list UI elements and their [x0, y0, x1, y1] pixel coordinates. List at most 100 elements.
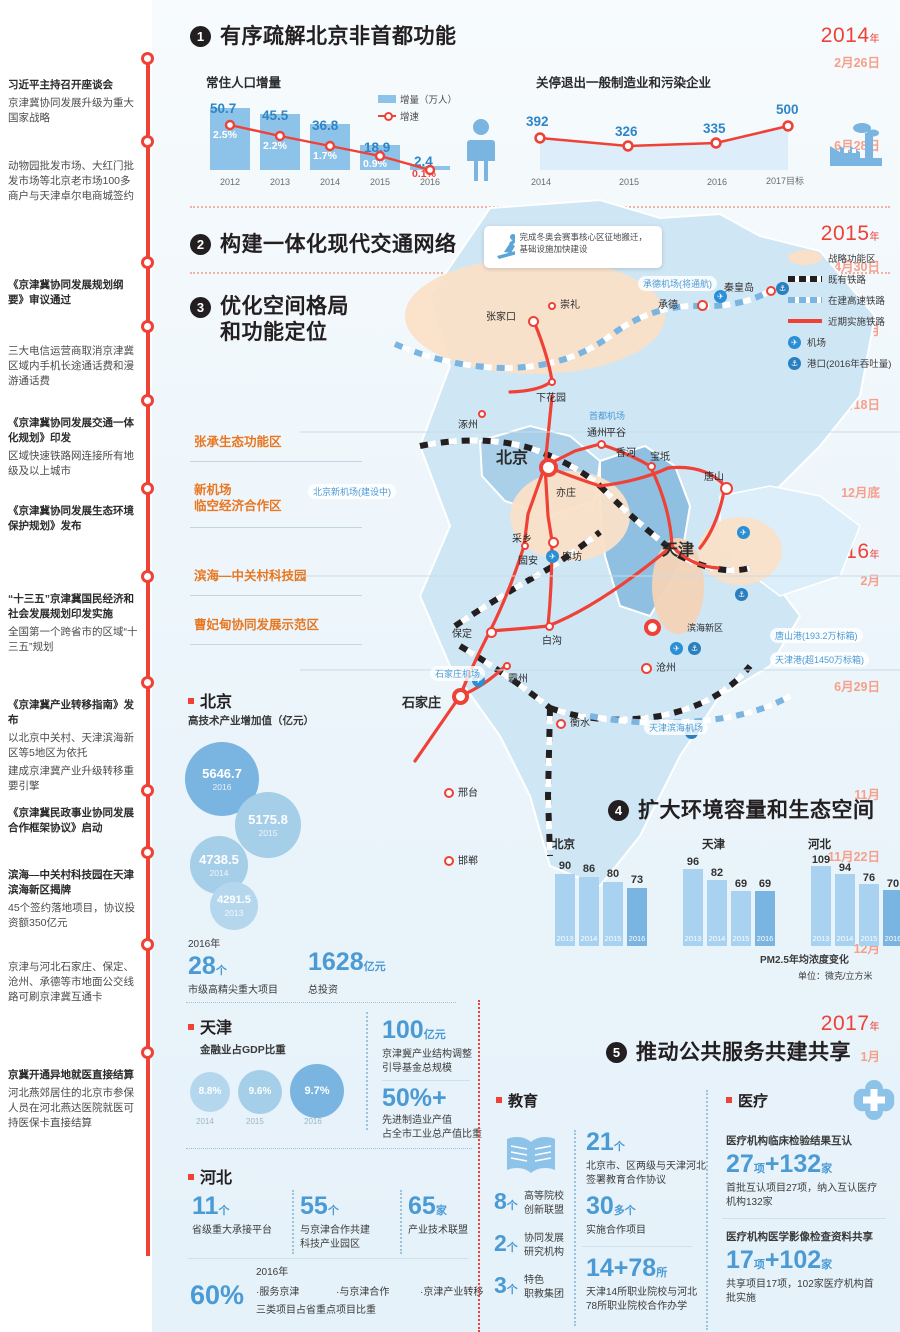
timeline-dot-6[interactable] — [141, 570, 154, 583]
map-node-bagou[interactable] — [545, 622, 554, 631]
timeline-dot-2[interactable] — [141, 256, 154, 269]
map-pill-tianjin-binhai-airport: 天津滨海机场 — [644, 720, 709, 735]
map-label-zhuozhou: 涿州 — [458, 420, 478, 431]
bar-value-label: 45.5 — [262, 108, 289, 123]
hebei-stat0-number: 11个 — [192, 1192, 230, 1220]
map-label-qinhuangdao: 秦皇岛 — [724, 283, 754, 294]
timeline-dot-9[interactable] — [141, 846, 154, 859]
timeline-dot-0[interactable] — [141, 52, 154, 65]
map-node-shijiazhuang[interactable] — [452, 688, 469, 705]
timeline-event-line: 全国第一个跨省市的区域“十三五”规划 — [8, 625, 138, 653]
map-label-beijing: 北京 — [496, 450, 529, 467]
bubble-tianjin-2014[interactable]: 8.8% — [190, 1072, 230, 1112]
map-label-tianjin: 天津 — [662, 542, 695, 559]
growth-rate-line — [224, 119, 436, 176]
anchor-icon[interactable]: ⚓ — [735, 588, 748, 601]
map-node-hengshui[interactable] — [556, 719, 566, 729]
medical-cross-icon — [853, 1080, 895, 1120]
map-node-langfang[interactable] — [548, 537, 559, 548]
timeline-year-2017: 2017年 — [820, 1012, 880, 1035]
open-book-icon — [507, 1137, 555, 1173]
map-node-xiahuayuan[interactable] — [548, 378, 556, 386]
timeline-dot-7[interactable] — [141, 676, 154, 689]
airplane-icon[interactable]: ✈ — [714, 290, 727, 303]
timeline-event-title: 《京津冀产业转移指南》发布 — [8, 699, 134, 726]
anchor-icon[interactable]: ⚓ — [688, 642, 701, 655]
legend-label: 既有铁路 — [828, 275, 867, 286]
timeline-event-line: 建成京津冀产业升级转移重要引擎 — [8, 764, 134, 792]
map-node-tianjin[interactable] — [644, 619, 661, 636]
map-node-chengde[interactable] — [697, 300, 708, 311]
bubble-tianjin-2016-year: 2016 — [304, 1117, 322, 1126]
anchor-icon[interactable]: ⚓ — [776, 282, 789, 295]
x-tick: 2013 — [269, 177, 291, 187]
tianjin-separator — [186, 1148, 472, 1149]
map-node-xingtai[interactable] — [444, 788, 454, 798]
bubble-beijing-2015[interactable]: 5175.8 2015 — [235, 792, 301, 858]
section5-divider — [706, 1090, 708, 1330]
map-node-cangzhou[interactable] — [641, 663, 652, 674]
legend-row-nearterm-rail: 近期实施铁路 — [788, 314, 896, 328]
airplane-icon[interactable]: ✈ — [670, 642, 683, 655]
timeline-dot-5[interactable] — [141, 482, 154, 495]
pm-group-title: 天津 — [702, 839, 725, 851]
timeline-dot-10[interactable] — [141, 938, 154, 951]
province-header-beijing: 北京 — [188, 688, 232, 712]
map-node-qinhuangdao[interactable] — [766, 286, 776, 296]
map-node-handan[interactable] — [444, 856, 454, 866]
bubble-value: 4291.5 — [217, 893, 251, 906]
airplane-icon[interactable]: ✈ — [546, 550, 559, 563]
bubble-tianjin-2015[interactable]: 9.6% — [238, 1070, 282, 1114]
map-node-bazhou[interactable] — [503, 662, 511, 670]
map-node-guan[interactable] — [521, 542, 529, 550]
timeline-dot-4[interactable] — [141, 394, 154, 407]
map-node-zhangjiakou[interactable] — [528, 316, 539, 327]
education-left-stat2-number: 3个 — [494, 1272, 518, 1298]
section-number-2: 2 — [190, 234, 211, 256]
map-node-zhuozhou[interactable] — [478, 410, 486, 418]
bubble-tianjin-2016[interactable]: 9.7% — [290, 1064, 344, 1118]
zone-new-airport — [510, 471, 630, 561]
region-map[interactable]: ✈ ✈ ✈ ✈ ✈ ⚓ ⚓ ⚓ ⚓ 北京 天津 石家庄 张家口 崇礼 下花园 承… — [300, 196, 900, 896]
map-label-bagou: 白沟 — [542, 636, 562, 647]
timeline-event-title: 习近平主持召开座谈会 — [8, 79, 113, 91]
beijing-stat1-label: 市级高精尖重大项目 — [188, 985, 278, 996]
section-number-1: 1 — [190, 26, 211, 48]
map-label-zhangjiakou: 张家口 — [486, 312, 516, 323]
map-label-shijiazhuang: 石家庄 — [402, 695, 442, 710]
pm-bar — [683, 869, 703, 946]
map-pill-beijing-new-airport: 北京新机场(建设中) — [308, 484, 396, 499]
timeline-year-2014: 2014年 — [820, 24, 880, 47]
map-node-chongli[interactable] — [548, 302, 556, 310]
zone-rule — [190, 644, 362, 645]
timeline-dot-11[interactable] — [141, 1046, 154, 1059]
timeline-dot-8[interactable] — [141, 784, 154, 797]
line-point-label: 2.5% — [213, 129, 237, 141]
line-point-label: 2.2% — [263, 140, 287, 152]
x-tick: 2012 — [219, 177, 241, 187]
pm-bar — [707, 880, 727, 946]
map-node-tongzhou[interactable] — [597, 440, 606, 449]
hebei-bottom-year: 2016年 — [256, 1267, 289, 1278]
point-value-label: 500 — [776, 102, 799, 117]
map-node-tangshan[interactable] — [720, 482, 733, 495]
education-right-stat0-number: 30多个 — [586, 1192, 636, 1220]
map-node-baodi[interactable] — [647, 462, 656, 471]
legend-row-airport: ✈ 机场 — [788, 335, 896, 349]
beijing-subtitle: 高技术产业增加值（亿元） — [188, 715, 314, 727]
timeline-date-5: 12月底 — [841, 486, 880, 500]
map-node-baoding[interactable] — [486, 627, 497, 638]
timeline-event-line: 河北燕郊居住的北京市参保人员在河北燕达医院就医可持医保卡直接结算 — [8, 1086, 134, 1129]
pm-year: 2016 — [756, 934, 774, 943]
timeline-event-title: 《京津冀民政事业协同发展合作框架协议》启动 — [8, 807, 134, 834]
x-tick: 2016 — [419, 177, 441, 187]
map-label-bazhou: 霸州 — [508, 674, 528, 685]
pm-year: 2013 — [556, 934, 574, 943]
map-label-chongli: 崇礼 — [560, 300, 580, 311]
timeline-dot-1[interactable] — [141, 135, 154, 148]
map-node-beijing[interactable] — [539, 458, 558, 477]
bubble-year: 2015 — [258, 827, 278, 838]
airplane-icon[interactable]: ✈ — [737, 526, 750, 539]
bubble-beijing-2013[interactable]: 4291.5 2013 — [210, 882, 258, 930]
timeline-dot-3[interactable] — [141, 320, 154, 333]
